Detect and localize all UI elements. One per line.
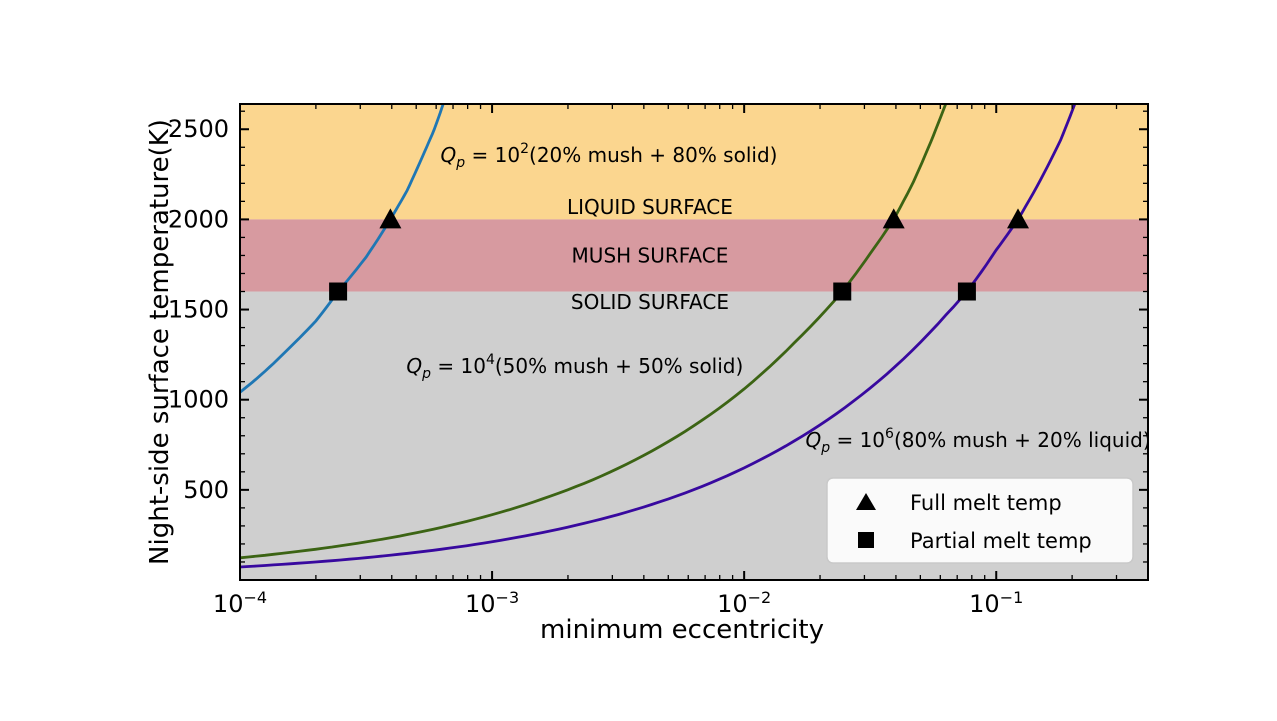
- axes: 10−4 10−3 10−2 10−1 500 1000 1500 2000 2500: [168, 103, 1149, 618]
- y-tick-label: 1500: [168, 296, 229, 324]
- plot-frame: [239, 103, 1149, 581]
- curves: [240, 104, 1077, 569]
- curve-qp-1e6: [240, 104, 1077, 569]
- x-tick-label: 10−1: [969, 588, 1023, 618]
- y-tick-label: 2000: [168, 205, 229, 233]
- region-mush-surface: [240, 219, 1148, 292]
- region-label-solid: SOLID SURFACE: [571, 290, 729, 314]
- melt-markers: [329, 208, 1030, 301]
- curve-qp-1e2: [240, 104, 445, 394]
- partial-melt-marker-qp-1e6: [957, 282, 976, 301]
- x-tick-label: 10−2: [717, 588, 771, 618]
- x-axis-label: minimum eccentricity: [540, 615, 824, 645]
- curve-qp-1e4: [240, 104, 948, 560]
- region-liquid-surface: [240, 104, 1148, 220]
- y-tick-label: 1000: [168, 386, 229, 414]
- full-melt-marker-qp-1e4: [882, 208, 905, 229]
- region-label-liquid: LIQUID SURFACE: [567, 195, 733, 219]
- x-tick-label: 10−3: [465, 588, 519, 618]
- legend-item-label: Full melt temp: [910, 491, 1062, 515]
- full-melt-marker-qp-1e6: [1007, 208, 1030, 229]
- legend-item-full-melt: Full melt temp: [856, 491, 1062, 515]
- curve-label-qp-1e4: Qp = 104(50% mush + 50% solid): [406, 352, 743, 382]
- legend: Full melt temp Partial melt temp: [826, 477, 1134, 564]
- x-tick-label: 10−4: [213, 588, 267, 618]
- y-tick-label: 500: [183, 476, 229, 504]
- y-tick-label: 2500: [168, 115, 229, 143]
- region-label-mush: MUSH SURFACE: [572, 243, 729, 267]
- curve-label-qp-1e2: Qp = 102(20% mush + 80% solid): [441, 141, 778, 171]
- annotations: LIQUID SURFACE MUSH SURFACE SOLID SURFACE Q…: [406, 141, 1150, 456]
- legend-item-label: Partial melt temp: [910, 529, 1092, 553]
- triangle-icon: [856, 493, 876, 510]
- partial-melt-marker-qp-1e4: [833, 282, 852, 301]
- legend-item-partial-melt: Partial melt temp: [858, 529, 1092, 553]
- square-icon: [858, 532, 874, 548]
- full-melt-marker-qp-1e2: [379, 208, 402, 229]
- y-axis-label: Night-side surface temperature(K): [145, 119, 175, 565]
- partial-melt-marker-qp-1e2: [329, 282, 348, 301]
- curve-label-qp-1e6: Qp = 106(80% mush + 20% liquid): [805, 426, 1150, 456]
- legend-box: [826, 477, 1134, 564]
